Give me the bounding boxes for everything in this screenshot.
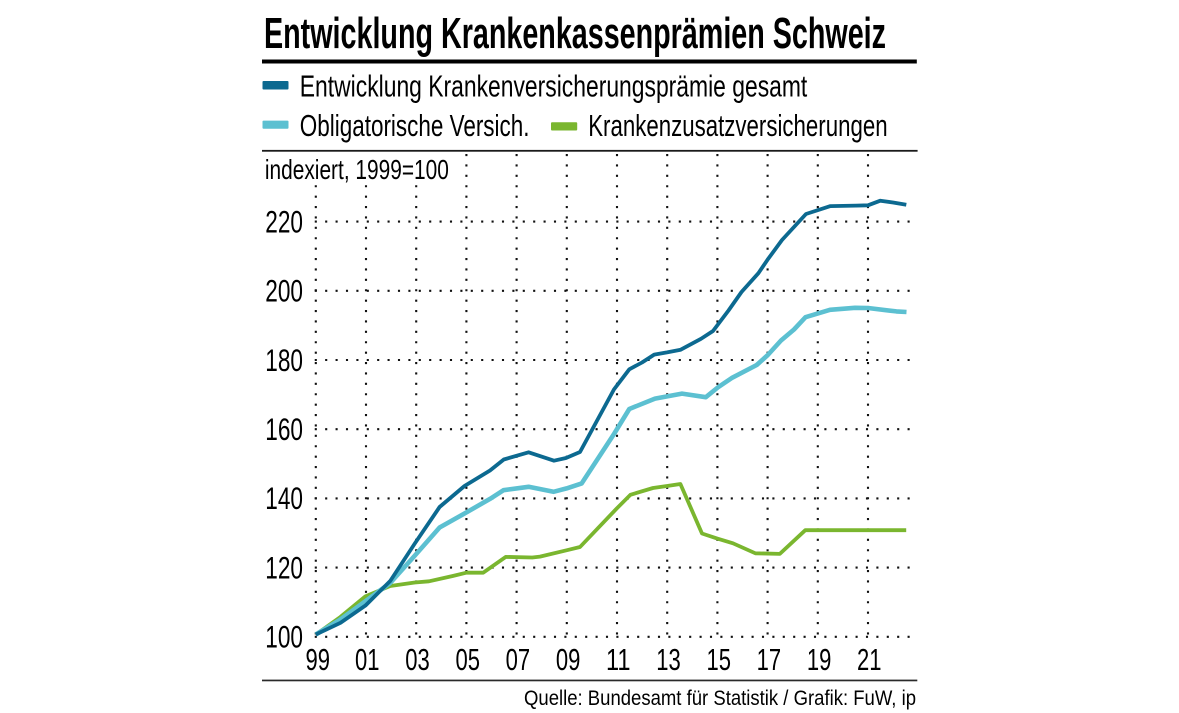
svg-text:01: 01 <box>355 642 380 677</box>
svg-text:07: 07 <box>506 642 531 677</box>
svg-text:19: 19 <box>807 642 832 677</box>
svg-text:Krankenzusatzversicherungen: Krankenzusatzversicherungen <box>588 108 887 143</box>
svg-text:140: 140 <box>265 480 303 516</box>
svg-text:120: 120 <box>265 549 303 585</box>
svg-text:15: 15 <box>706 642 731 677</box>
svg-text:03: 03 <box>405 642 430 677</box>
svg-text:21: 21 <box>857 642 882 677</box>
svg-text:180: 180 <box>265 342 303 378</box>
svg-text:Entwicklung Krankenversicherun: Entwicklung Krankenversicherungsprämie g… <box>300 69 808 104</box>
svg-text:indexiert, 1999=100: indexiert, 1999=100 <box>265 154 449 185</box>
svg-text:05: 05 <box>455 642 480 677</box>
svg-text:220: 220 <box>265 203 303 239</box>
svg-text:Entwicklung Krankenkassenprämi: Entwicklung Krankenkassenprämien Schweiz <box>264 9 886 58</box>
svg-text:160: 160 <box>265 411 303 447</box>
svg-text:200: 200 <box>265 273 303 309</box>
svg-text:99: 99 <box>306 642 331 677</box>
svg-text:11: 11 <box>606 642 631 677</box>
svg-text:Obligatorische Versich.: Obligatorische Versich. <box>300 108 530 143</box>
svg-text:Quelle: Bundesamt für Statisti: Quelle: Bundesamt für Statistik / Grafik… <box>524 686 916 710</box>
svg-text:100: 100 <box>265 619 303 655</box>
svg-text:13: 13 <box>656 642 681 677</box>
svg-text:17: 17 <box>757 642 782 677</box>
svg-text:09: 09 <box>556 642 581 677</box>
